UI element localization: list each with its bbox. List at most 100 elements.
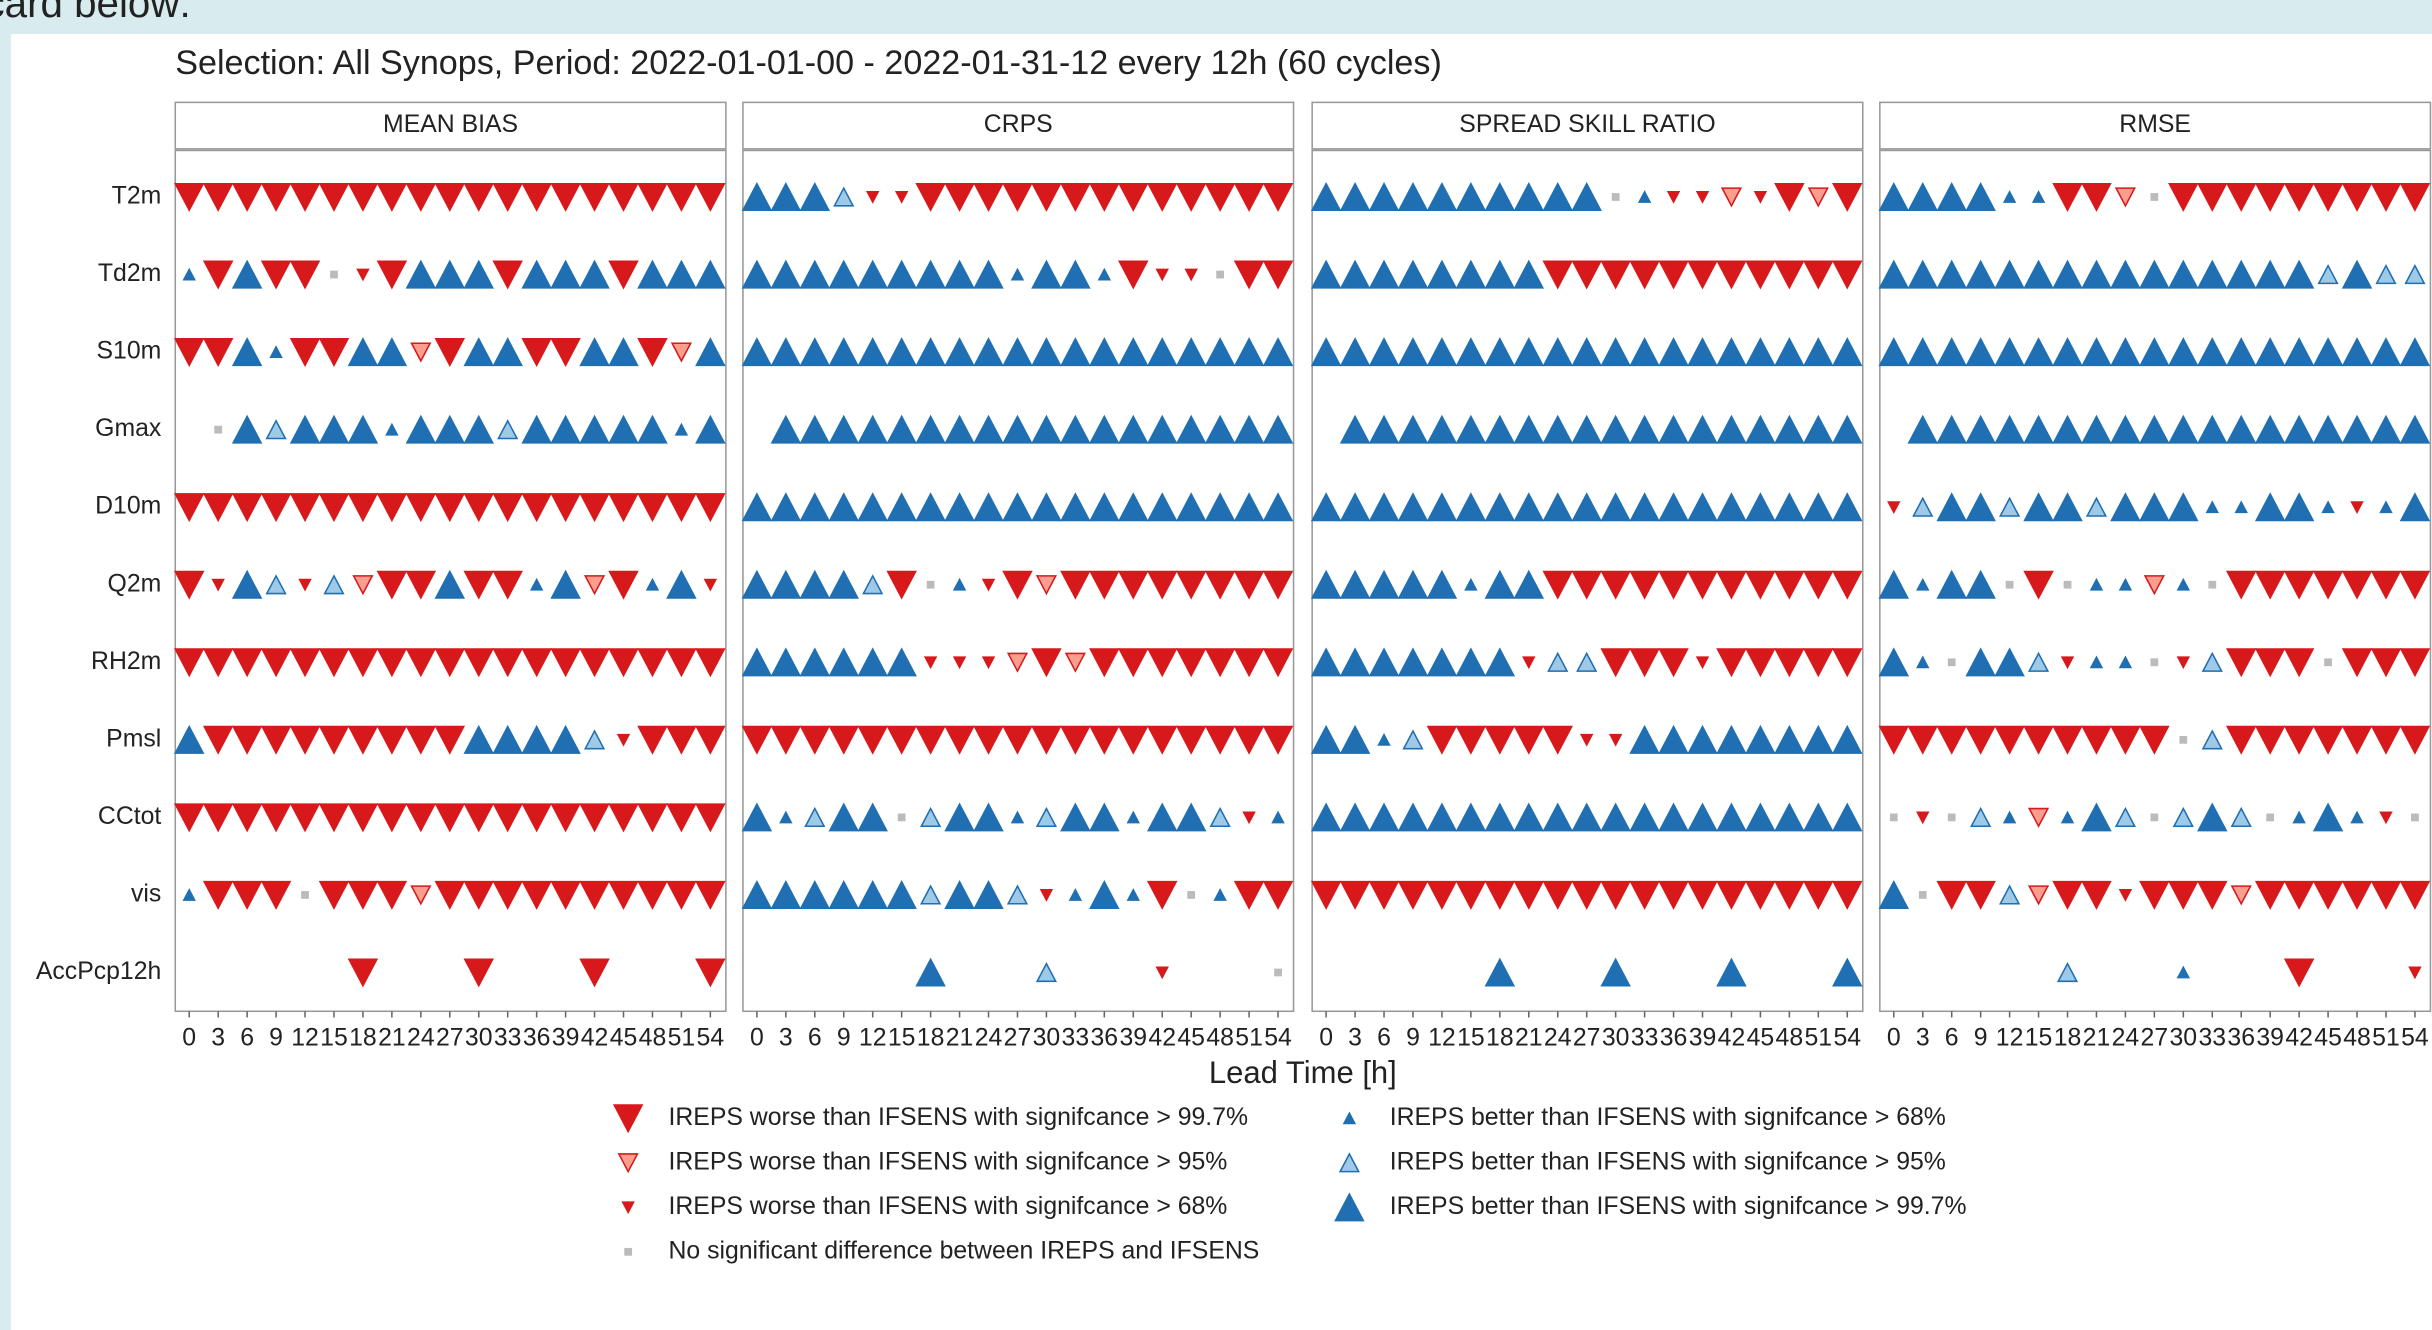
score-symbol [1010,267,1025,281]
score-symbol [666,182,697,212]
score-symbol [405,648,437,678]
score-symbol [2254,648,2286,678]
score-symbol [231,880,263,910]
score-symbol [865,191,880,204]
score-symbol [2341,880,2373,910]
score-symbol [1089,414,1120,444]
score-symbol [1175,492,1207,522]
score-symbol [1339,259,1371,289]
score-symbol [1339,647,1371,677]
score-symbol [666,569,697,599]
score-symbol [645,577,660,591]
x-tick-label: 24 [407,1025,435,1052]
score-symbol [799,725,831,755]
score-symbol [944,802,975,832]
score-symbol [1745,414,1776,444]
score-symbol [550,803,581,833]
score-symbol [1271,810,1285,824]
x-tick-label: 54 [1264,1025,1292,1052]
score-symbol [944,880,975,909]
score-symbol [463,414,494,444]
score-symbol [703,578,718,592]
score-symbol [2052,492,2083,522]
score-symbol [2023,337,2054,367]
score-symbol [1262,260,1294,290]
score-symbol [182,267,196,281]
score-symbol [231,725,263,755]
score-symbol [202,260,234,290]
score-symbol [779,810,793,824]
score-symbol [1002,414,1033,444]
score-symbol [1513,182,1545,212]
score-symbol [1658,880,1689,910]
score-symbol [2118,577,2133,591]
x-tick-label: 0 [1887,1025,1901,1052]
score-symbol [1089,337,1120,367]
score-symbol [173,493,205,523]
score-symbol [1060,259,1091,289]
score-symbol [2052,337,2083,367]
score-symbol [1600,880,1631,910]
score-symbol [298,578,312,592]
score-symbol [1035,575,1058,596]
score-symbol [2023,259,2054,289]
score-symbol [497,419,519,440]
score-symbol [608,182,639,212]
score-symbol [608,337,639,367]
score-symbol [616,733,631,747]
score-symbol [2254,259,2286,289]
score-symbol [695,803,726,833]
score-symbol [434,493,466,523]
score-symbol [1339,182,1371,212]
score-symbol [330,270,338,279]
x-tick-label: 30 [1033,1025,1061,1052]
score-symbol [1774,724,1805,754]
score-symbol [376,493,408,523]
score-symbol [1216,270,1225,279]
score-symbol [695,958,726,988]
score-symbol [1146,182,1178,212]
score-symbol [2350,501,2364,515]
score-symbol [828,647,859,677]
score-symbol [1513,492,1545,522]
score-symbol [608,493,639,523]
x-tick-label: 27 [436,1025,464,1052]
score-symbol [318,648,350,678]
legend-label: IREPS better than IFSENS with signifcanc… [1390,1193,1967,1220]
score-symbol [1118,414,1149,444]
score-symbol [2379,811,2393,825]
score-symbol [2118,889,2133,902]
score-symbol [2110,259,2141,289]
score-symbol [1262,492,1294,522]
score-symbol [405,570,437,600]
score-symbol [1947,813,1956,822]
score-symbol [2056,961,2079,983]
score-symbol [1803,648,1834,678]
score-symbol [1629,724,1660,754]
score-symbol [2254,880,2286,910]
score-symbol [1310,337,1342,367]
x-tick-label: 12 [859,1025,887,1052]
score-symbol [637,648,668,678]
score-symbol [1878,725,1910,755]
score-symbol [1146,414,1178,444]
x-tick-label: 3 [779,1025,793,1052]
score-symbol [405,182,437,212]
score-symbol [1368,802,1400,832]
score-symbol [2341,725,2373,755]
score-symbol [463,493,494,523]
score-symbol [1907,725,1938,755]
score-symbol [828,725,859,755]
score-symbol [2052,182,2083,212]
score-symbol [973,880,1004,909]
score-symbol [173,570,205,600]
score-symbol [857,337,888,367]
score-symbol [1803,880,1834,910]
score-symbol [434,414,466,444]
score-symbol [770,337,802,367]
x-tick-label: 21 [378,1025,406,1052]
x-tick-label: 0 [750,1025,764,1052]
score-symbol [2114,806,2137,828]
score-symbol [1571,492,1602,522]
score-symbol [434,880,466,910]
